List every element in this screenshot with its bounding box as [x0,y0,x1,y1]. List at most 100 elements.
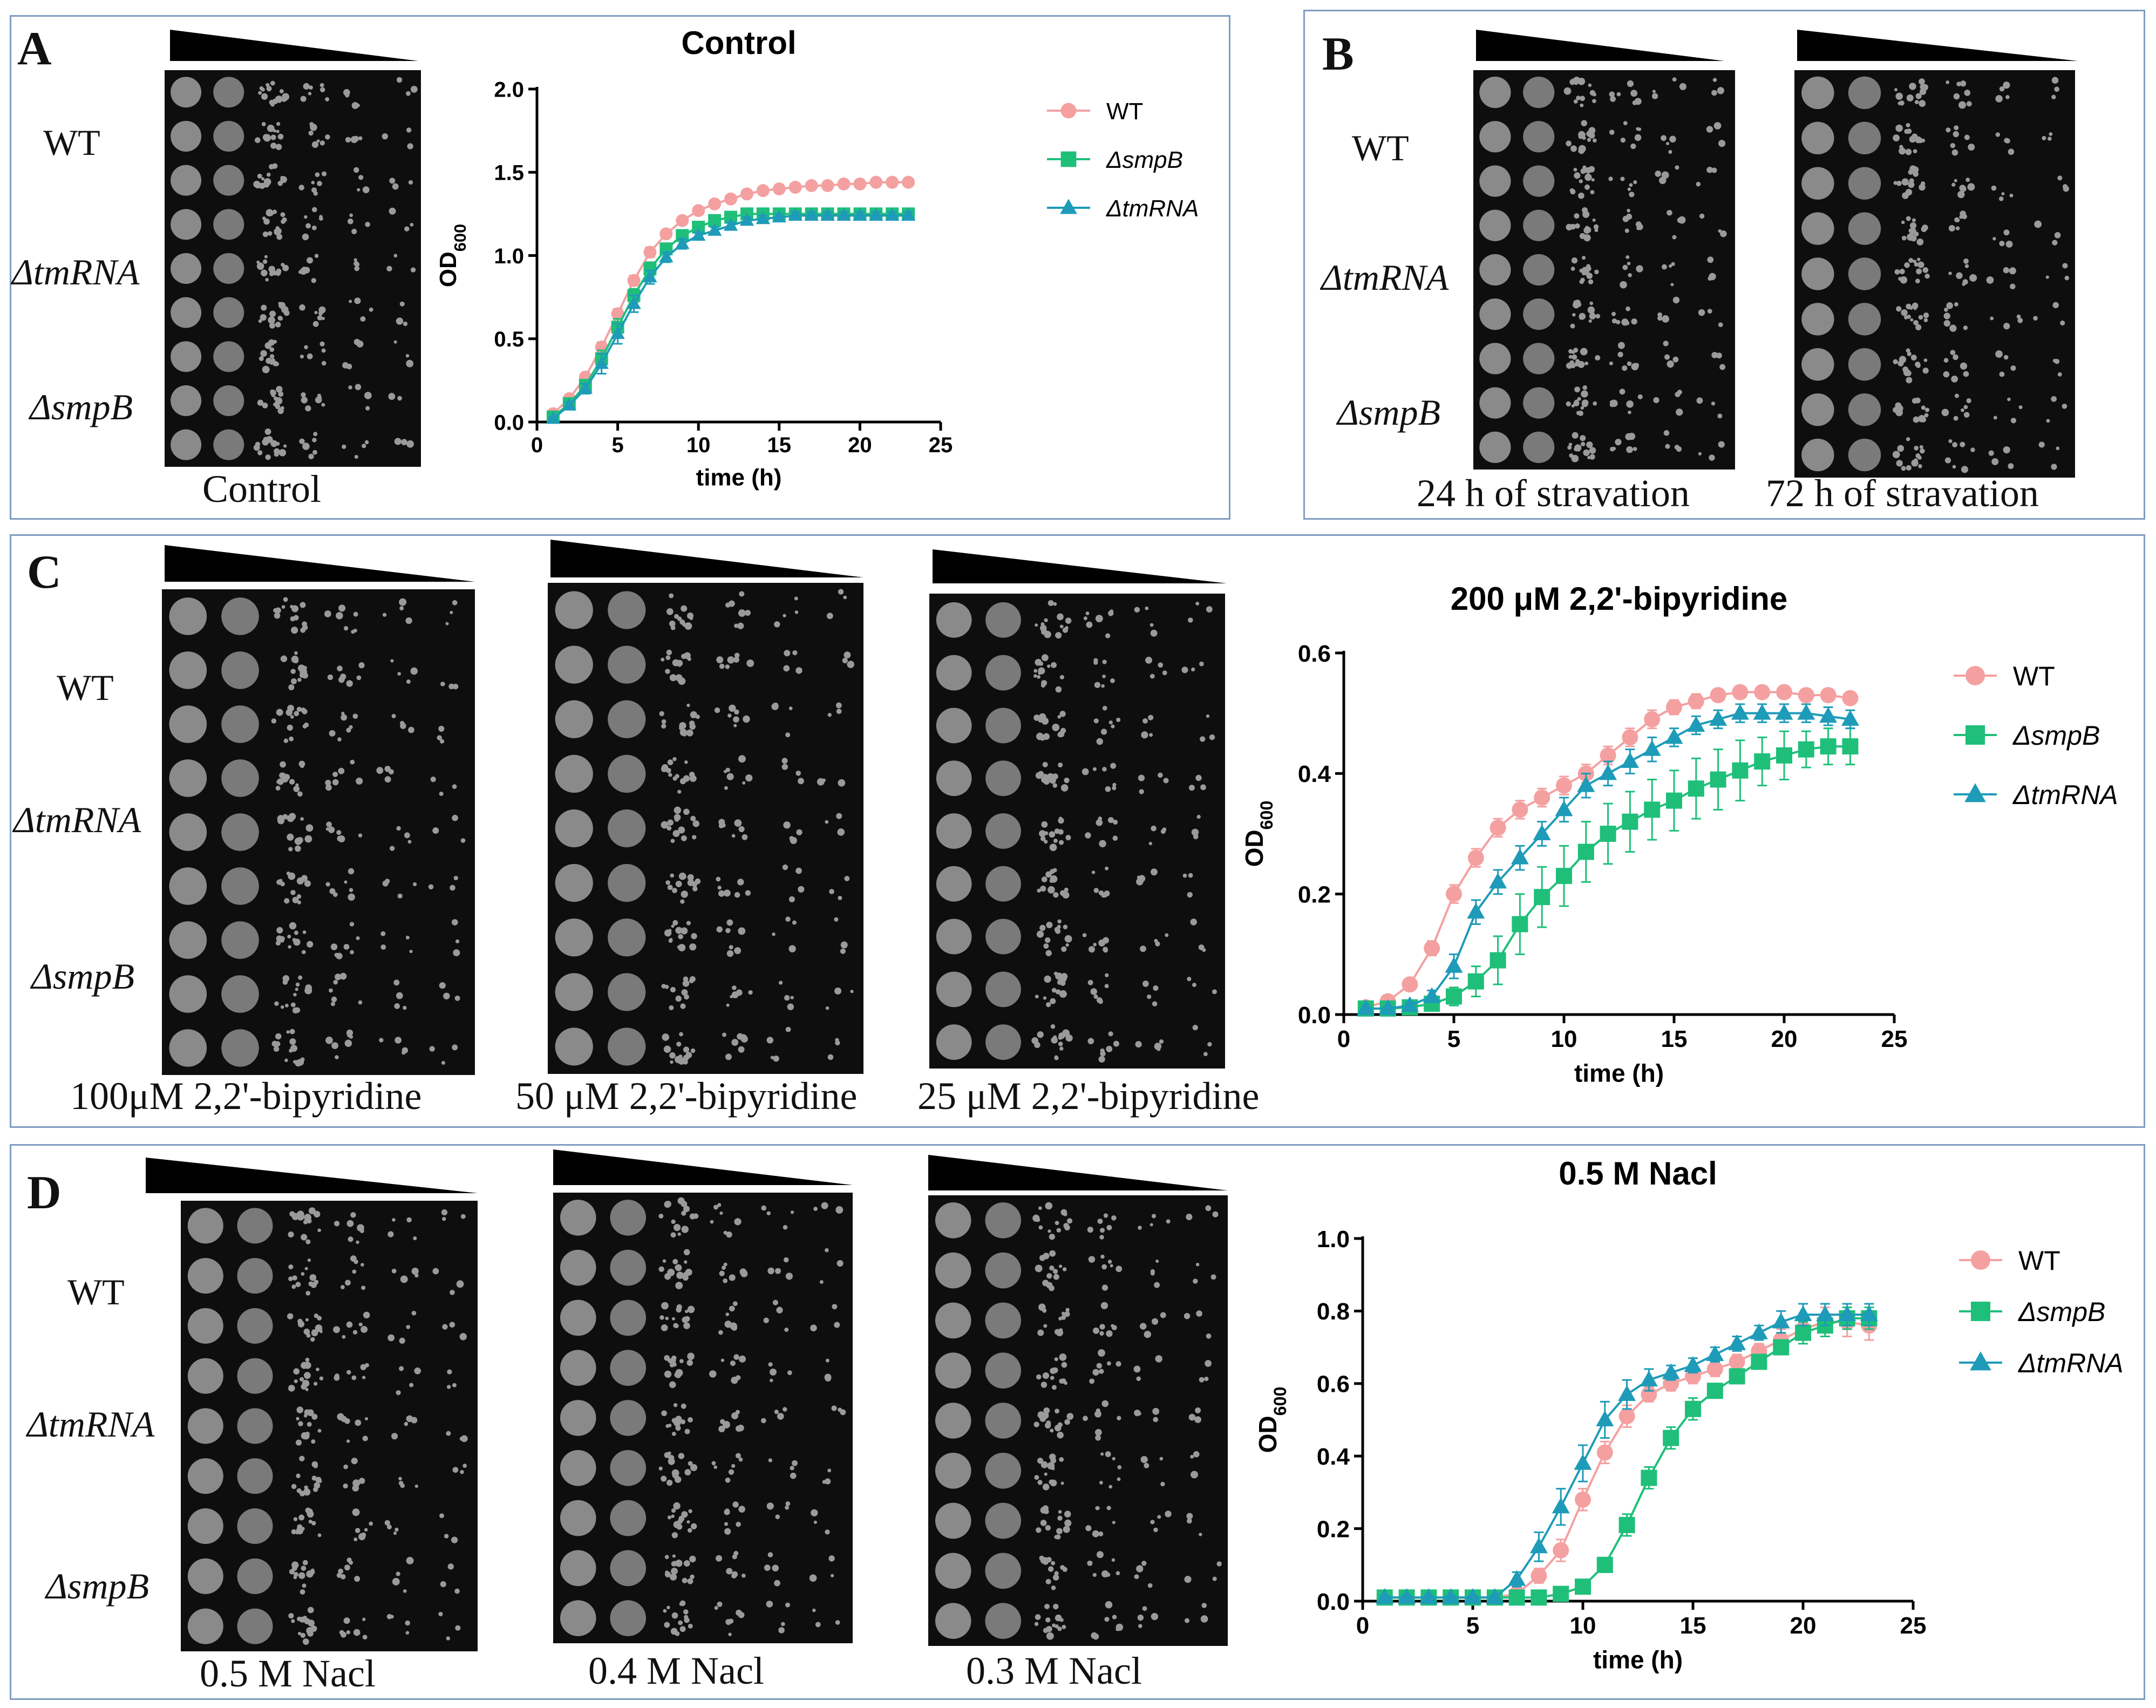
strain-label-tmrna: ΔtmRNA [13,799,141,840]
series-line [1384,1321,1869,1599]
legend-label: ΔsmpB [2012,720,2100,751]
series-tmRNA [546,208,916,424]
legend-marker [1964,783,1986,802]
data-point [1577,776,1595,792]
data-point [1728,1334,1746,1350]
x-tick-label: 10 [686,433,711,457]
data-point [1596,1556,1613,1573]
y-tick-label: 0.2 [1317,1516,1350,1542]
strain-label-tmrna: ΔtmRNA [1321,257,1449,298]
spot-plate [548,583,863,1074]
data-point [1842,690,1859,706]
legend-marker [1060,103,1077,119]
spot-plate [162,589,475,1075]
data-point [1467,849,1484,866]
y-tick-label: 1.5 [494,161,524,185]
data-point [1751,1353,1767,1370]
strain-label-smpb: ΔsmpB [31,956,135,997]
legend-marker [1965,666,1985,685]
legend-marker [1965,725,1985,745]
y-tick-label: 0.0 [1317,1589,1350,1615]
data-point [1643,740,1661,756]
y-tick-label: 1.0 [1317,1226,1350,1253]
plate-label: 50 μM 2,2'-bipyridine [515,1074,858,1118]
x-axis-label: time (h) [1574,1059,1664,1087]
y-tick-label: 0.4 [1298,761,1331,787]
data-point [1489,873,1507,889]
data-point [772,209,786,223]
data-point [1816,1305,1834,1322]
x-tick-label: 20 [1771,1026,1798,1052]
data-point [772,182,786,196]
data-point [1794,1305,1812,1322]
data-point [1842,738,1859,755]
data-point [692,204,705,217]
data-point [1553,1542,1569,1559]
data-point [902,175,915,189]
data-point [756,211,771,224]
data-point [821,179,834,192]
data-point [1529,1537,1548,1554]
data-point [724,192,738,206]
data-point [1795,1324,1811,1341]
legend-marker [1060,199,1077,214]
y-tick-label: 0.8 [1317,1298,1350,1325]
data-point [1662,1363,1680,1379]
legend-label: WT [1106,98,1143,125]
data-point [1797,704,1815,720]
data-point [1621,752,1639,768]
data-point [1644,711,1661,727]
x-tick-label: 0 [1337,1026,1350,1052]
data-point [1600,826,1616,842]
y-axis-label: OD600 [1240,801,1276,867]
data-point [1618,1408,1635,1425]
data-point [1710,771,1726,788]
data-point [1732,684,1749,700]
data-point [676,214,689,227]
data-point [578,381,593,394]
data-point [1445,957,1463,973]
data-point [1687,716,1705,732]
x-tick-label: 0 [1356,1612,1369,1639]
data-point [740,187,753,201]
data-point [659,249,674,263]
colony-spots [1479,77,1727,463]
dilution-wedge [933,549,1227,583]
data-point [1841,710,1859,726]
data-point [643,269,657,283]
colony-spots [560,1197,846,1636]
data-point [1838,1305,1856,1322]
plate-label: 72 h of stravation [1766,472,2039,515]
x-tick-label: 15 [1680,1612,1706,1639]
chart-title: Control [681,25,796,61]
growth-chart-nacl: 0.5 M Nacl 0 5 10 15 20 25 0.0 0.2 0.4 0.6 0.8 1.0 ti… [1254,1155,2124,1673]
data-point [562,398,577,411]
data-point [1618,1385,1636,1401]
data-point [1379,999,1397,1015]
data-point [1622,813,1638,830]
spot-plate [1794,70,2075,478]
data-point [1556,868,1572,884]
data-point [886,175,899,189]
data-point [885,208,900,221]
colony-spots [935,1202,1222,1640]
spot-plate [928,1195,1228,1646]
data-point [756,184,770,198]
data-point [707,223,722,236]
data-point [1446,886,1462,902]
data-point [1775,704,1793,720]
data-point [820,208,835,221]
dilution-wedge [146,1158,478,1193]
x-tick-label: 10 [1570,1612,1596,1639]
colony-spots [187,1207,468,1645]
dilution-wedge [170,30,418,61]
y-axis-label: OD600 [1254,1387,1290,1453]
data-point [1490,819,1506,836]
y-tick-label: 0.6 [1298,641,1331,667]
data-point [1531,1567,1547,1584]
data-point [1754,684,1771,700]
strain-label-wt: WT [43,122,100,163]
data-point [869,208,883,221]
data-point [1531,1589,1547,1606]
dilution-wedge [1797,30,2078,61]
